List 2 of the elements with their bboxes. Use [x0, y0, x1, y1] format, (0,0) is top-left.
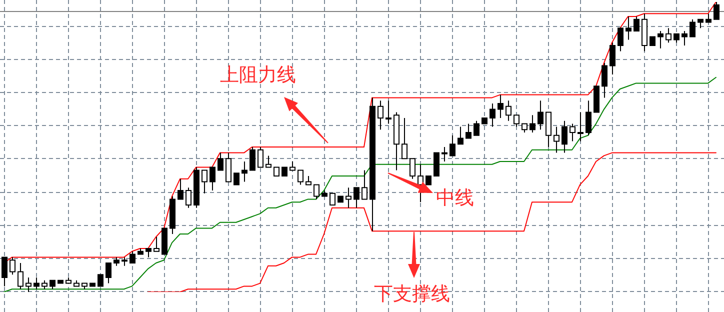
- annotation: 中线: [436, 187, 474, 209]
- annotation: 上阻力线: [220, 64, 296, 86]
